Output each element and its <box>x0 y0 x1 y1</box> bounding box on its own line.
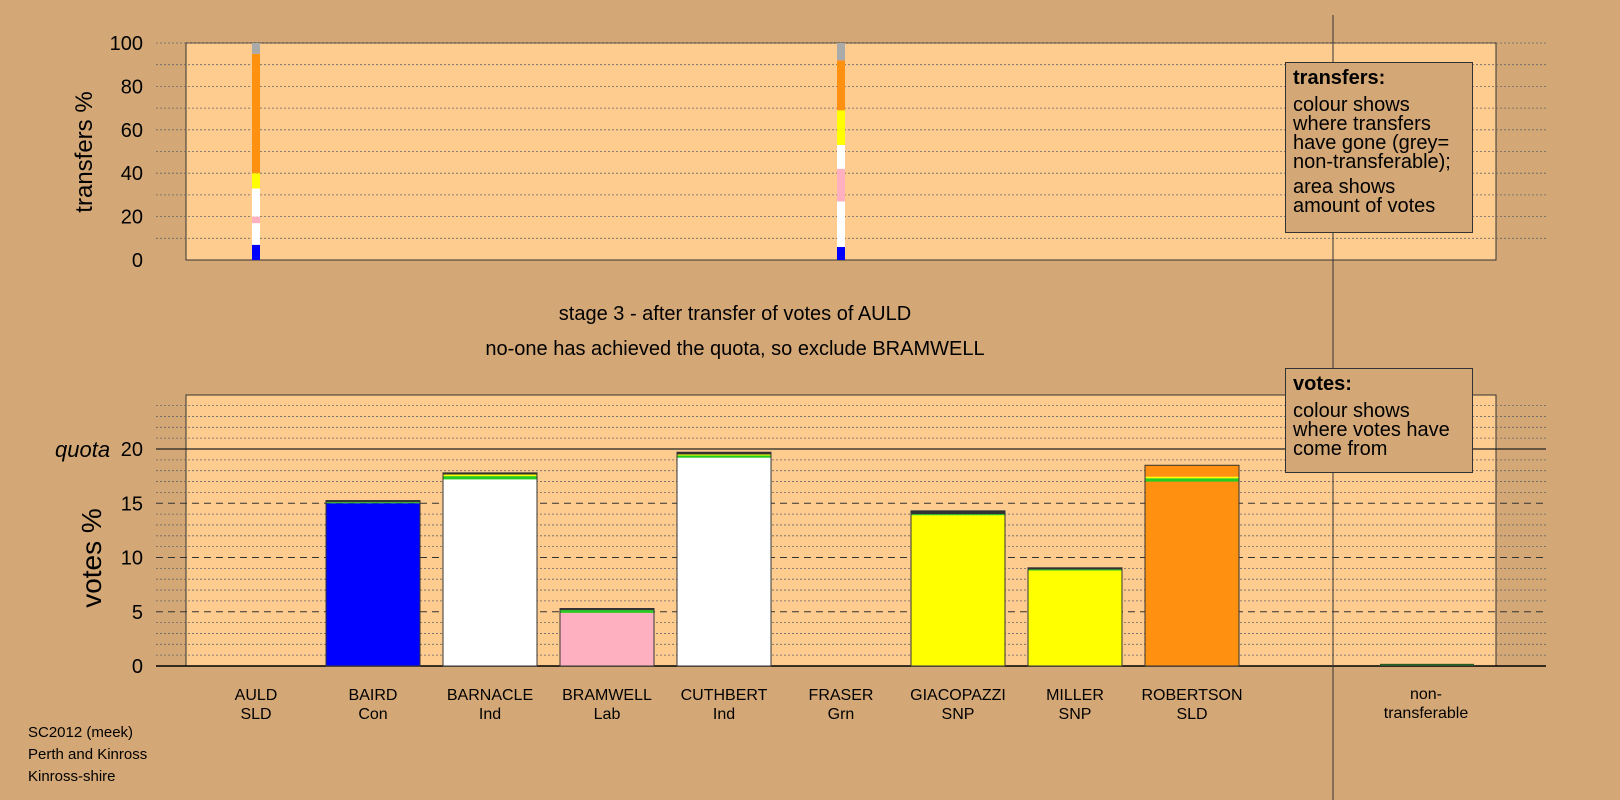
vote-bar-outline <box>1144 464 1240 667</box>
vote-segment <box>911 514 1005 516</box>
candidate-name: AULD <box>235 687 278 704</box>
transfers-legend-title: transfers: <box>1293 67 1386 89</box>
vote-bar-outline <box>442 472 538 667</box>
vote-segment <box>1145 478 1239 482</box>
footer-council: Perth and Kinross <box>28 746 148 763</box>
candidate-party: SNP <box>1059 706 1092 723</box>
vote-segment <box>1028 567 1122 570</box>
votes-legend-text: colour shows where votes have come from <box>1293 400 1450 460</box>
candidate-name: BRAMWELL <box>562 687 652 704</box>
top-y-tick-label: 20 <box>121 207 143 229</box>
candidate-party: Ind <box>713 706 735 723</box>
vote-segment <box>677 457 771 666</box>
top-y-tick-label: 80 <box>121 76 143 98</box>
top-y-tick-label: 100 <box>110 33 143 55</box>
footer-ward: Kinross-shire <box>28 768 116 785</box>
transfer-segment <box>837 60 845 111</box>
top-y-tick-label: 60 <box>121 120 143 142</box>
bottom-y-tick-label: 20 <box>121 439 143 461</box>
vote-segment <box>560 608 654 611</box>
vote-bar-outline <box>676 451 772 667</box>
vote-segment <box>443 472 537 475</box>
nontransferable-label-1: non- <box>1410 686 1442 703</box>
vote-segment <box>677 454 771 456</box>
vote-segment <box>1028 569 1122 571</box>
candidate-name: CUTHBERT <box>681 687 768 704</box>
transfer-segment <box>252 43 260 54</box>
vote-bar-outline <box>559 607 655 667</box>
nontransferable-label-2: transferable <box>1384 705 1469 722</box>
nontransferable-bar <box>1380 663 1474 666</box>
transfers-legend-text-2: area shows amount of votes <box>1293 176 1436 217</box>
transfers-legend-text-1: colour shows where transfers have gone (… <box>1293 94 1451 173</box>
transfer-segment <box>252 244 260 260</box>
candidate-name: FRASER <box>809 687 874 704</box>
bottom-y-axis-label: votes % <box>76 508 107 608</box>
transfer-segment <box>837 110 845 145</box>
vote-bar-outline <box>325 500 421 667</box>
vote-bar-outline <box>1027 567 1123 667</box>
top-y-tick-label: 40 <box>121 163 143 185</box>
transfer-segment <box>252 53 260 174</box>
transfer-segment <box>252 188 260 217</box>
candidate-name: MILLER <box>1046 687 1104 704</box>
transfer-segment <box>837 201 845 247</box>
transfer-segment <box>837 246 845 260</box>
footer-info: SC2012 (meek) Perth and Kinross Kinross-… <box>28 722 147 788</box>
vote-segment <box>1145 476 1239 479</box>
stage-subtitle: no-one has achieved the quota, so exclud… <box>485 338 984 360</box>
transfer-segment <box>252 223 260 245</box>
vote-segment <box>326 500 420 503</box>
quota-label: quota <box>55 437 110 462</box>
transfer-segment <box>837 168 845 202</box>
candidate-party: Lab <box>594 706 621 723</box>
top-y-axis-label: transfers % <box>71 91 98 212</box>
transfer-segment <box>252 216 260 224</box>
vote-bar-outline <box>910 510 1006 667</box>
transfer-segment <box>252 173 260 189</box>
transfer-segment <box>837 43 845 61</box>
vote-segment <box>443 479 537 666</box>
candidate-name: BARNACLE <box>447 687 533 704</box>
bottom-y-tick-label: 5 <box>132 602 143 624</box>
candidate-party: SNP <box>942 706 975 723</box>
votes-legend-title: votes: <box>1293 373 1352 395</box>
candidate-name: ROBERTSON <box>1141 687 1242 704</box>
candidate-party: SLD <box>240 706 271 723</box>
vote-segment <box>443 476 537 480</box>
footer-election: SC2012 (meek) <box>28 724 134 741</box>
vote-segment <box>911 515 1005 666</box>
vote-segment <box>677 455 771 458</box>
vote-segment <box>326 502 420 504</box>
vote-segment <box>326 503 420 666</box>
vote-segment <box>560 610 654 613</box>
vote-segment <box>443 474 537 477</box>
vote-segment <box>1028 570 1122 666</box>
transfer-segment <box>837 144 845 169</box>
vote-segment <box>1145 465 1239 477</box>
vote-segment <box>677 452 771 455</box>
bottom-y-tick-label: 10 <box>121 548 143 570</box>
votes-legend: votes: colour shows where votes have com… <box>1285 368 1473 473</box>
vote-segment <box>911 510 1005 515</box>
candidate-name: GIACOPAZZI <box>910 687 1006 704</box>
candidate-party: Con <box>358 706 387 723</box>
vote-segment <box>560 612 654 666</box>
bottom-y-tick-label: 15 <box>121 493 143 515</box>
candidate-party: Ind <box>479 706 501 723</box>
stage-title: stage 3 - after transfer of votes of AUL… <box>559 303 911 325</box>
candidate-party: SLD <box>1176 706 1207 723</box>
candidate-name: BAIRD <box>349 687 398 704</box>
candidate-party: Grn <box>828 706 855 723</box>
vote-segment <box>1145 481 1239 666</box>
bottom-y-tick-label: 0 <box>132 656 143 678</box>
top-y-tick-label: 0 <box>132 250 143 272</box>
transfers-legend: transfers: colour shows where transfers … <box>1285 62 1473 233</box>
